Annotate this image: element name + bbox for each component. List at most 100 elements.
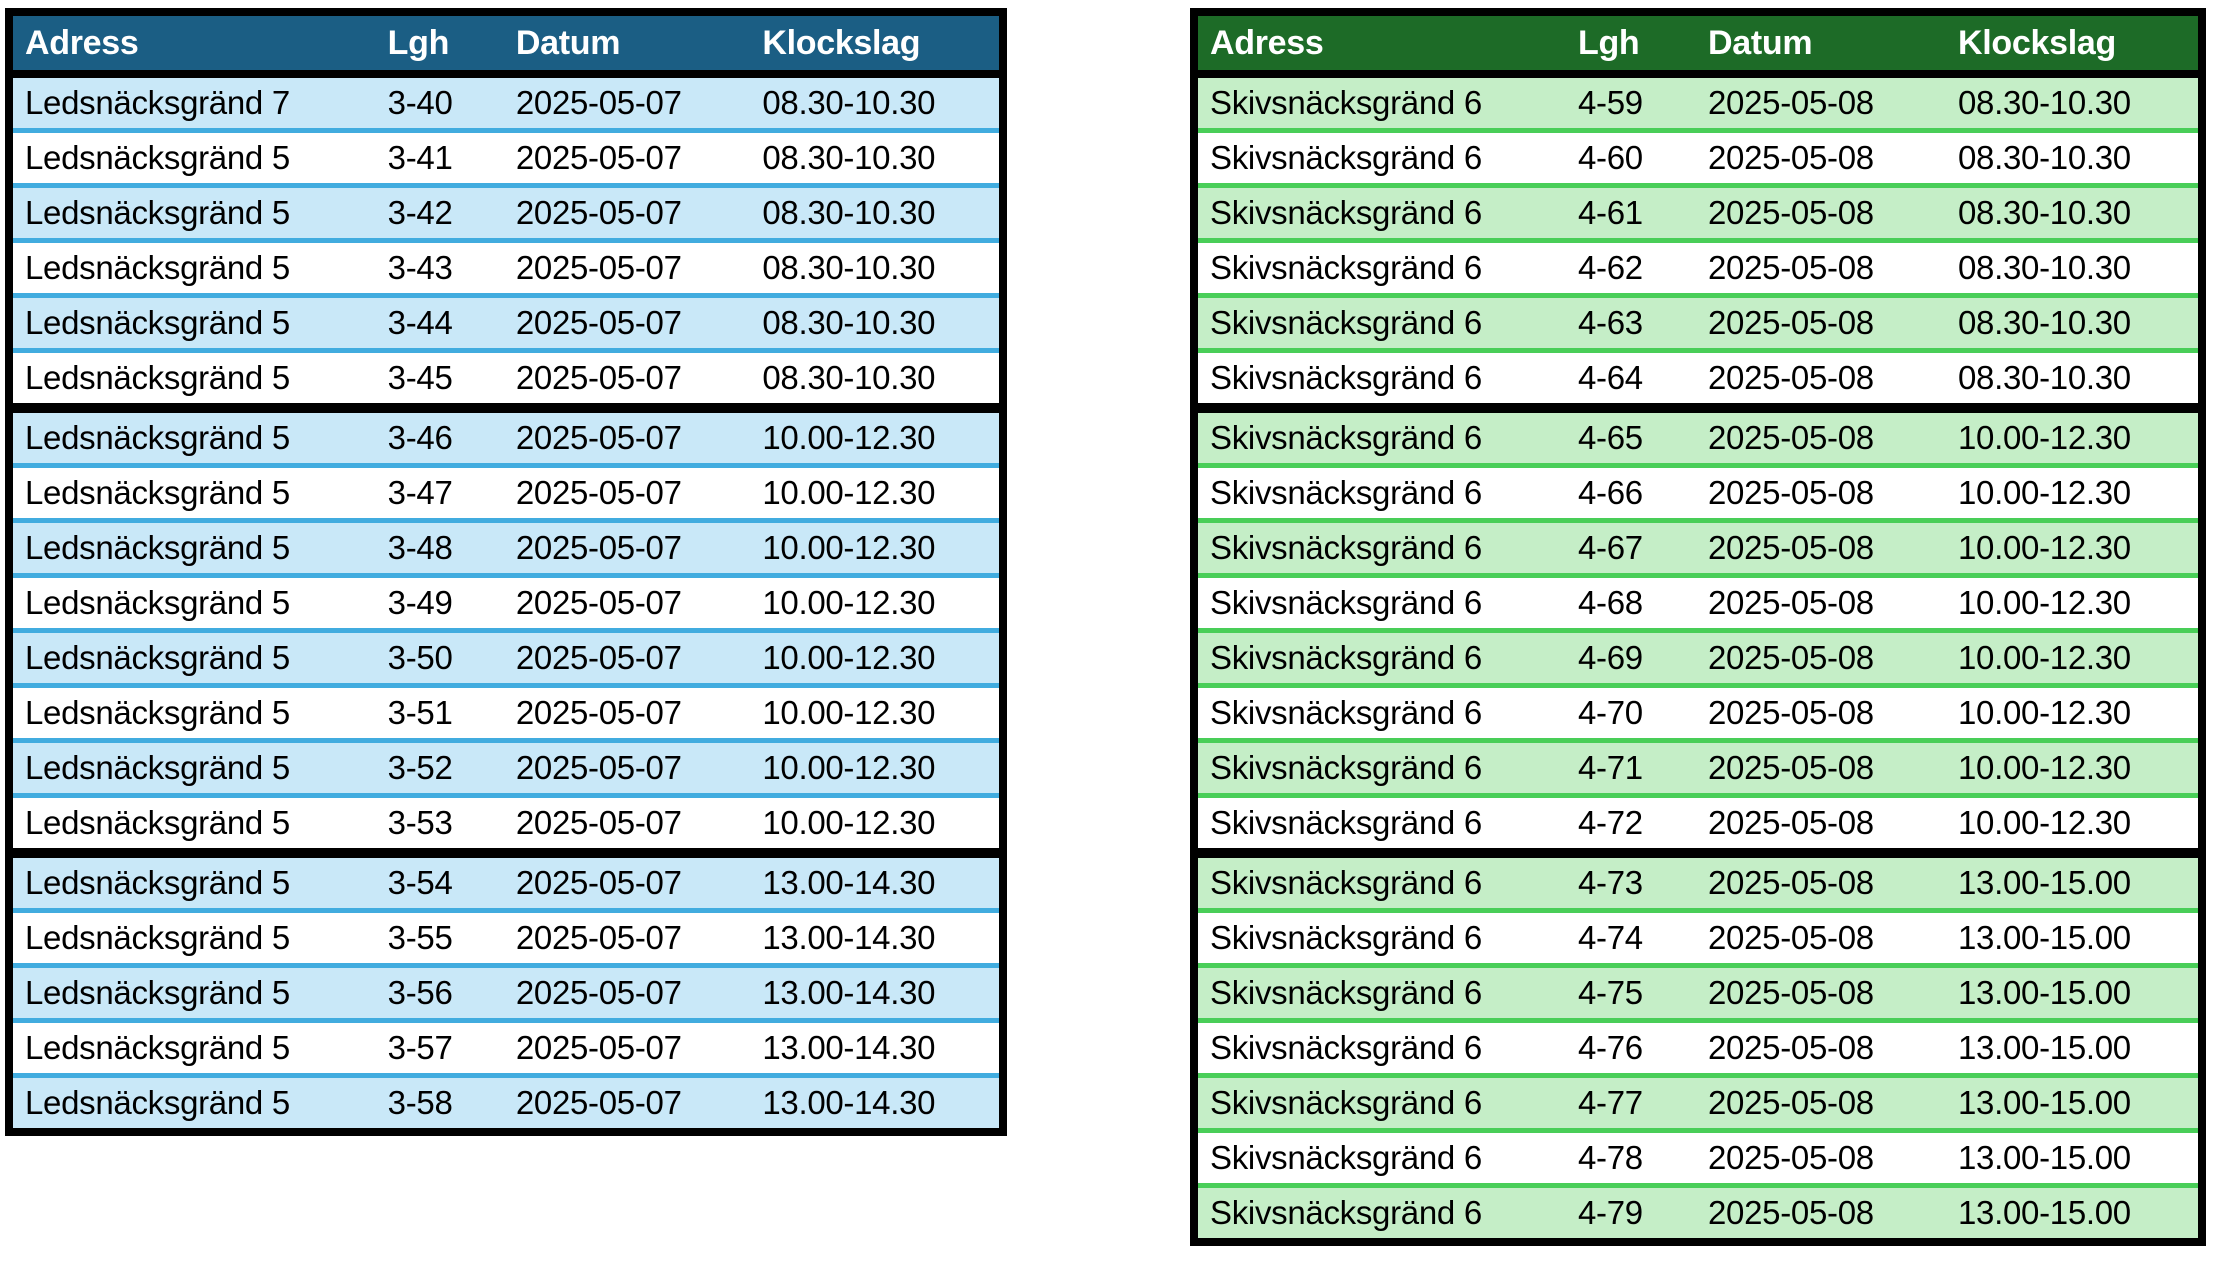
cell-adress: Skivsnäcksgränd 6	[1210, 304, 1482, 341]
cell-adress: Ledsnäcksgränd 5	[25, 529, 290, 566]
cell-adress: Skivsnäcksgränd 6	[1210, 474, 1482, 511]
group-divider	[1198, 403, 2198, 413]
cell-lgh: 3-43	[387, 249, 453, 286]
cell-klockslag: 10.00-12.30	[762, 639, 936, 676]
cell-klockslag: 10.00-12.30	[1958, 694, 2131, 731]
cell-klockslag: 08.30-10.30	[1958, 84, 2131, 121]
table-row: Skivsnäcksgränd 6 4-66 2025-05-08 10.00-12.…	[1198, 468, 2198, 523]
cell-datum: 2025-05-08	[1708, 359, 1874, 396]
table-row: Skivsnäcksgränd 6 4-63 2025-05-08 08.30-10.…	[1198, 298, 2198, 353]
table-row: Skivsnäcksgränd 6 4-73 2025-05-08 13.00-15.…	[1198, 858, 2198, 913]
schedule-table-skivsnacksgrand: Adress Lgh Datum Klockslag Skivsnäcksgränd 6…	[1190, 8, 2206, 1246]
table-header-row: Adress Lgh Datum Klockslag	[1198, 16, 2198, 78]
table-row: Ledsnäcksgränd 5 3-47 2025-05-07 10.00-12.3…	[13, 468, 999, 523]
cell-klockslag: 08.30-10.30	[762, 139, 936, 176]
table-row: Ledsnäcksgränd 5 3-53 2025-05-07 10.00-12.3…	[13, 798, 999, 848]
cell-datum: 2025-05-07	[515, 1084, 682, 1121]
cell-adress: Skivsnäcksgränd 6	[1210, 1029, 1482, 1066]
cell-lgh: 4-69	[1578, 639, 1643, 676]
cell-datum: 2025-05-08	[1708, 974, 1874, 1011]
cell-adress: Ledsnäcksgränd 7	[25, 84, 290, 121]
cell-klockslag: 08.30-10.30	[1958, 359, 2131, 396]
cell-lgh: 4-63	[1578, 304, 1643, 341]
table-row: Skivsnäcksgränd 6 4-74 2025-05-08 13.00-15.…	[1198, 913, 2198, 968]
cell-datum: 2025-05-08	[1708, 864, 1874, 901]
table-row: Ledsnäcksgränd 5 3-50 2025-05-07 10.00-12.3…	[13, 633, 999, 688]
cell-klockslag: 08.30-10.30	[762, 194, 936, 231]
column-header-lgh: Lgh	[1578, 23, 1640, 62]
column-header-datum: Datum	[1708, 23, 1813, 62]
cell-klockslag: 10.00-12.30	[1958, 804, 2131, 841]
cell-adress: Ledsnäcksgränd 5	[25, 919, 290, 956]
cell-lgh: 3-42	[387, 194, 453, 231]
cell-datum: 2025-05-07	[515, 974, 682, 1011]
cell-datum: 2025-05-07	[515, 749, 682, 786]
cell-klockslag: 10.00-12.30	[762, 694, 936, 731]
cell-datum: 2025-05-08	[1708, 304, 1874, 341]
cell-datum: 2025-05-07	[515, 529, 682, 566]
cell-klockslag: 13.00-14.30	[762, 919, 936, 956]
cell-klockslag: 13.00-15.00	[1958, 974, 2131, 1011]
cell-adress: Skivsnäcksgränd 6	[1210, 419, 1482, 456]
cell-klockslag: 10.00-12.30	[1958, 529, 2131, 566]
cell-adress: Skivsnäcksgränd 6	[1210, 864, 1482, 901]
cell-datum: 2025-05-07	[515, 804, 682, 841]
group-divider	[1198, 848, 2198, 858]
cell-datum: 2025-05-08	[1708, 694, 1874, 731]
cell-adress: Ledsnäcksgränd 5	[25, 864, 290, 901]
cell-adress: Ledsnäcksgränd 5	[25, 359, 290, 396]
cell-datum: 2025-05-08	[1708, 1084, 1874, 1121]
cell-adress: Ledsnäcksgränd 5	[25, 419, 290, 456]
cell-datum: 2025-05-08	[1708, 194, 1874, 231]
cell-lgh: 3-44	[387, 304, 453, 341]
table-row: Skivsnäcksgränd 6 4-78 2025-05-08 13.00-15.…	[1198, 1133, 2198, 1188]
cell-datum: 2025-05-08	[1708, 584, 1874, 621]
cell-adress: Skivsnäcksgränd 6	[1210, 139, 1482, 176]
cell-lgh: 3-41	[387, 139, 453, 176]
cell-lgh: 4-74	[1578, 919, 1643, 956]
cell-lgh: 4-62	[1578, 249, 1643, 286]
cell-adress: Ledsnäcksgränd 5	[25, 584, 290, 621]
cell-lgh: 3-55	[387, 919, 453, 956]
cell-adress: Skivsnäcksgränd 6	[1210, 919, 1482, 956]
cell-lgh: 4-75	[1578, 974, 1643, 1011]
cell-datum: 2025-05-07	[515, 1029, 682, 1066]
cell-adress: Skivsnäcksgränd 6	[1210, 974, 1482, 1011]
cell-lgh: 3-40	[387, 84, 453, 121]
cell-lgh: 3-58	[387, 1084, 453, 1121]
table-row: Skivsnäcksgränd 6 4-65 2025-05-08 10.00-12.…	[1198, 413, 2198, 468]
cell-lgh: 4-66	[1578, 474, 1643, 511]
table-header-row: Adress Lgh Datum Klockslag	[13, 16, 999, 78]
cell-lgh: 4-73	[1578, 864, 1643, 901]
cell-adress: Skivsnäcksgränd 6	[1210, 1194, 1482, 1231]
cell-lgh: 4-67	[1578, 529, 1643, 566]
cell-adress: Ledsnäcksgränd 5	[25, 974, 290, 1011]
cell-datum: 2025-05-07	[515, 639, 682, 676]
cell-lgh: 3-53	[387, 804, 453, 841]
cell-lgh: 4-78	[1578, 1139, 1643, 1176]
cell-adress: Ledsnäcksgränd 5	[25, 1029, 290, 1066]
cell-klockslag: 10.00-12.30	[762, 584, 936, 621]
cell-datum: 2025-05-08	[1708, 419, 1874, 456]
group-divider	[13, 848, 999, 858]
cell-adress: Ledsnäcksgränd 5	[25, 304, 290, 341]
cell-lgh: 4-79	[1578, 1194, 1643, 1231]
cell-datum: 2025-05-08	[1708, 1029, 1874, 1066]
cell-adress: Skivsnäcksgränd 6	[1210, 749, 1482, 786]
table-row: Ledsnäcksgränd 5 3-55 2025-05-07 13.00-14.3…	[13, 913, 999, 968]
cell-lgh: 4-64	[1578, 359, 1643, 396]
cell-adress: Ledsnäcksgränd 5	[25, 474, 290, 511]
column-header-klockslag: Klockslag	[762, 23, 921, 62]
table-row: Ledsnäcksgränd 5 3-52 2025-05-07 10.00-12.3…	[13, 743, 999, 798]
table-row: Skivsnäcksgränd 6 4-76 2025-05-08 13.00-15.…	[1198, 1023, 2198, 1078]
cell-lgh: 3-48	[387, 529, 453, 566]
cell-datum: 2025-05-08	[1708, 1194, 1874, 1231]
table-row: Ledsnäcksgränd 5 3-57 2025-05-07 13.00-14.3…	[13, 1023, 999, 1078]
cell-adress: Skivsnäcksgränd 6	[1210, 249, 1482, 286]
cell-lgh: 4-65	[1578, 419, 1643, 456]
cell-klockslag: 10.00-12.30	[762, 474, 936, 511]
table-row: Skivsnäcksgränd 6 4-75 2025-05-08 13.00-15.…	[1198, 968, 2198, 1023]
cell-klockslag: 08.30-10.30	[1958, 249, 2131, 286]
cell-adress: Ledsnäcksgränd 5	[25, 804, 290, 841]
